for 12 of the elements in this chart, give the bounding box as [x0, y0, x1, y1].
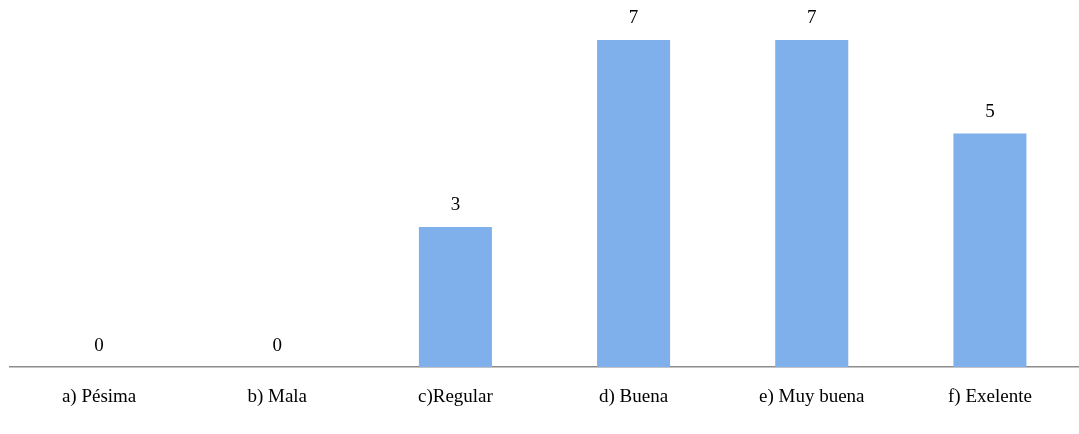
data-label: 0 [272, 333, 282, 355]
data-label: 7 [628, 6, 639, 28]
data-label: 5 [985, 99, 995, 121]
data-label: 3 [450, 193, 461, 215]
x-tick-label: a) Pésima [61, 384, 137, 407]
x-tick-label: e) Muy buena [758, 384, 866, 407]
x-tick-label: d) Buena [599, 384, 669, 407]
x-tick-label: f) Exelente [947, 384, 1032, 407]
data-label: 0 [94, 333, 104, 355]
x-tick-label: b) Mala [247, 384, 308, 407]
data-label: 7 [807, 6, 817, 28]
x-tick-label: c)Regular [417, 384, 494, 407]
